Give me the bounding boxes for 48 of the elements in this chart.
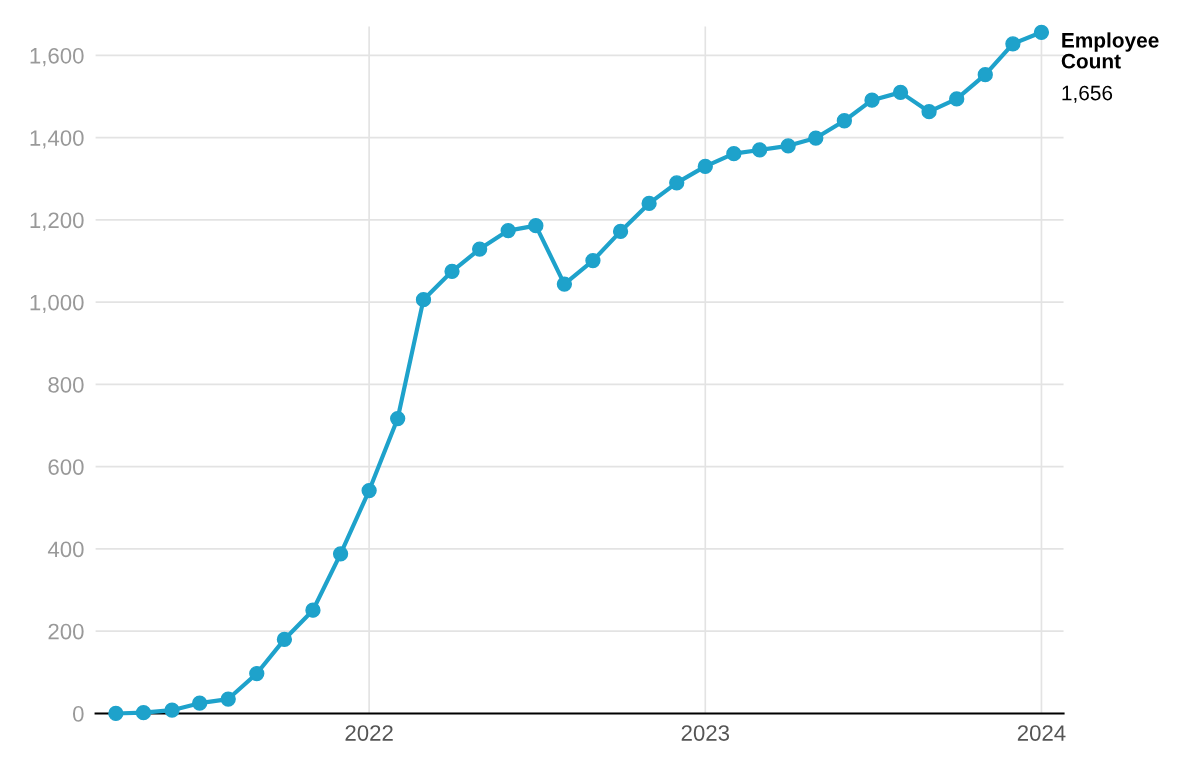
point [276,631,293,648]
point [135,704,152,721]
series-label: Employee Count [1061,32,1159,69]
y-tick-label: 1,000 [30,294,84,314]
point [220,691,236,707]
point [892,84,909,101]
point [192,695,208,711]
point [444,263,460,279]
point [751,142,768,158]
point [472,241,488,257]
x-tick-label: 2023 [681,725,730,741]
point [612,223,629,240]
point [697,158,713,175]
point [556,276,573,292]
y-tick-label: 200 [48,623,84,640]
point [415,292,432,308]
point [361,482,377,499]
point [1005,36,1021,52]
y-tick-label: 1,600 [30,47,84,67]
point [332,546,349,562]
y-tick-label: 1,200 [30,212,84,231]
point [585,252,601,269]
point [249,665,265,682]
point [836,113,852,129]
point [977,67,993,83]
point [305,602,321,618]
y-tick-label: 0 [73,705,84,722]
point [1033,24,1050,40]
y-tick-label: 800 [48,376,84,393]
y-tick-label: 400 [47,541,84,558]
point [808,130,824,146]
point [390,410,406,427]
point [669,175,685,191]
point [726,146,742,162]
x-tick-label: 2024 [1017,725,1066,741]
point [921,104,937,120]
point [864,92,880,108]
point [641,195,657,212]
y-tick-label: 600 [48,459,84,475]
data-label: 1,656 [1062,85,1113,103]
point [164,702,180,718]
point [949,91,965,107]
point [108,705,124,722]
point [500,222,516,239]
point [528,218,544,234]
x-tick-label: 2022 [345,725,393,741]
point [780,138,796,154]
y-tick-label: 1,400 [30,130,84,149]
